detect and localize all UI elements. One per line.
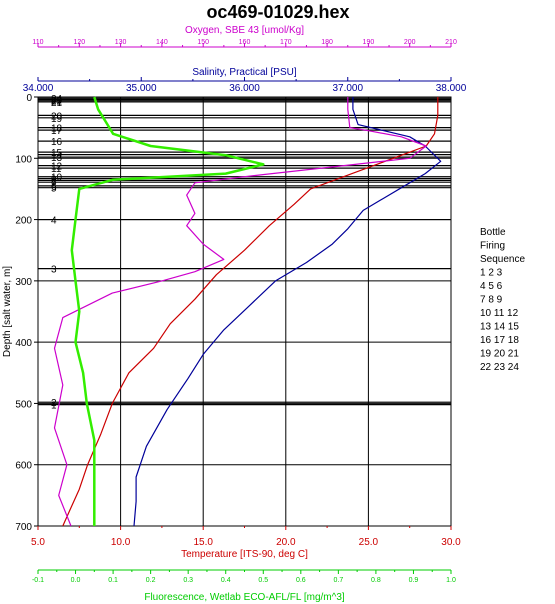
- fluorescence-tick-label: 0.8: [371, 577, 381, 584]
- temperature-tick-label: 20.0: [276, 537, 296, 548]
- legend-row: 7 8 9: [480, 295, 503, 306]
- bottle-label: 14: [51, 151, 63, 162]
- bottle-label: 13: [51, 153, 63, 164]
- fluorescence-axis-label: Fluorescence, Wetlab ECO-AFL/FL [mg/m^3]: [144, 592, 345, 603]
- oxygen-tick-label: 110: [32, 39, 43, 46]
- bottle-label: 1: [51, 401, 57, 412]
- salinity-tick-label: 34.000: [23, 83, 54, 94]
- salinity-axis-label: Salinity, Practical [PSU]: [192, 67, 297, 78]
- fluorescence-tick-label: -0.1: [32, 577, 44, 584]
- salinity-series-line: [133, 97, 442, 527]
- oxygen-tick-label: 160: [239, 39, 251, 46]
- bottle-label: 12: [51, 162, 63, 173]
- temperature-axis-label: Temperature [ITS-90, deg C]: [181, 549, 308, 560]
- fluorescence-tick-label: 0.9: [409, 577, 419, 584]
- fluorescence-tick-label: 0.2: [146, 577, 156, 584]
- grid: [37, 96, 452, 527]
- axes: 0 100 200 300 400 500 600 700 Depth [salt water,…: [2, 25, 467, 603]
- legend-row: 1 2 3: [480, 268, 503, 279]
- y-tick-label: 500: [15, 399, 32, 410]
- temperature-tick-label: 10.0: [111, 537, 131, 548]
- bottle-label: 16: [51, 137, 63, 148]
- bottle-label: 20: [51, 111, 63, 122]
- y-axis-label: Depth [salt water, m]: [2, 266, 13, 357]
- fluorescence-tick-label: 0.0: [71, 577, 81, 584]
- oxygen-tick-label: 210: [445, 39, 457, 46]
- oxygen-tick-label: 150: [197, 39, 209, 46]
- bottle-label: 17: [51, 126, 63, 137]
- y-tick-label: 600: [15, 461, 32, 472]
- oxygen-tick-label: 190: [363, 39, 375, 46]
- bottle-label: 18: [51, 124, 63, 135]
- fluorescence-tick-label: 0.5: [258, 577, 268, 584]
- chart-title: oc469-01029.hex: [206, 2, 349, 22]
- legend-row: 10 11 12: [480, 308, 519, 319]
- bottle-label: 15: [51, 148, 63, 159]
- legend-row: 19 20 21: [480, 349, 519, 360]
- y-tick-label: 300: [15, 277, 32, 288]
- fluorescence-series-line: [70, 96, 265, 526]
- legend-row: 13 14 15: [480, 322, 519, 333]
- y-tick-label: 700: [15, 522, 32, 533]
- salinity-tick-label: 38.000: [436, 83, 467, 94]
- legend-title-line: Sequence: [480, 254, 525, 265]
- fluorescence-tick-label: 0.4: [221, 577, 231, 584]
- bottle-label: 3: [51, 265, 57, 276]
- fluorescence-tick-label: 0.1: [108, 577, 118, 584]
- legend: Bottle Firing Sequence 1 2 3 4 5 6 7 8 9 10 11…: [480, 227, 525, 373]
- temperature-tick-label: 25.0: [359, 537, 379, 548]
- y-tick-label: 200: [15, 216, 32, 227]
- y-tick-label: 0: [26, 93, 32, 104]
- bottle-label: 2: [51, 398, 57, 409]
- bottle-label: 7: [51, 178, 57, 189]
- bottle-label: 5: [51, 184, 57, 195]
- plot-frame: [37, 96, 452, 527]
- temperature-tick-label: 30.0: [441, 537, 461, 548]
- oxygen-tick-label: 180: [321, 39, 333, 46]
- legend-title-line: Bottle: [480, 227, 506, 238]
- bottle-firing-markers: 242322212019181716151413121110987654321: [38, 94, 451, 412]
- fluorescence-tick-label: 1.0: [446, 577, 456, 584]
- salinity-tick-label: 36.000: [229, 83, 260, 94]
- oxygen-tick-label: 200: [404, 39, 416, 46]
- bottle-label: 11: [51, 164, 62, 175]
- legend-row: 4 5 6: [480, 281, 503, 292]
- fluorescence-tick-label: 0.7: [333, 577, 343, 584]
- salinity-tick-label: 35.000: [126, 83, 157, 94]
- oxygen-tick-label: 140: [156, 39, 168, 46]
- oxygen-tick-label: 130: [115, 39, 127, 46]
- series-lines: [53, 96, 442, 527]
- bottle-label: 21: [51, 98, 63, 109]
- bottle-label: 4: [51, 216, 57, 227]
- salinity-tick-label: 37.000: [332, 83, 363, 94]
- oxygen-series-line: [53, 97, 427, 527]
- temperature-tick-label: 15.0: [193, 537, 213, 548]
- oxygen-tick-label: 170: [280, 39, 292, 46]
- legend-row: 16 17 18: [480, 335, 519, 346]
- legend-title-line: Firing: [480, 241, 505, 252]
- bottle-label: 19: [51, 114, 63, 125]
- legend-row: 22 23 24: [480, 362, 519, 373]
- fluorescence-tick-label: 0.6: [296, 577, 306, 584]
- oxygen-axis-label: Oxygen, SBE 43 [umol/Kg]: [185, 25, 304, 36]
- y-tick-label: 400: [15, 338, 32, 349]
- oxygen-tick-label: 120: [73, 39, 85, 46]
- y-tick-label: 100: [15, 154, 32, 165]
- temperature-tick-label: 5.0: [31, 537, 45, 548]
- fluorescence-tick-label: 0.3: [183, 577, 193, 584]
